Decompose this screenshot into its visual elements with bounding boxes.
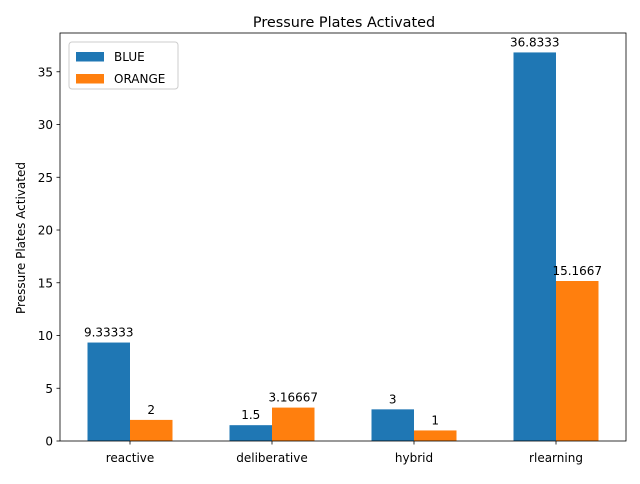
bar-orange-hybrid [414,430,457,441]
x-tick-label: rlearning [529,451,583,465]
bar-orange-deliberative [272,407,315,441]
bar-value-label: 1 [431,413,439,427]
y-tick-label: 25 [38,171,53,185]
bar-value-label: 9.33333 [84,326,134,340]
y-axis-label: Pressure Plates Activated [14,162,28,314]
y-tick-label: 10 [38,329,53,343]
plot-frame [59,32,627,442]
bar-orange-rlearning [556,280,599,441]
legend-swatch-orange [76,74,104,84]
bar-value-label: 3.16667 [268,391,318,405]
y-axis: 0 5 10 15 20 25 30 35 [38,65,60,449]
bar-blue-hybrid [371,409,414,441]
bar-value-label: 1.5 [241,408,260,422]
bar-blue-reactive [87,342,130,441]
y-tick-label: 15 [38,276,53,290]
y-tick-label: 30 [38,118,53,132]
bar-blue-deliberative [229,425,272,441]
legend-label-orange: ORANGE [114,72,165,86]
bars-layer [87,52,599,441]
bar-value-label: 3 [389,392,397,406]
legend-swatch-blue [76,52,104,62]
bar-value-label: 36.8333 [510,35,560,49]
x-tick-label: deliberative [236,451,307,465]
x-axis: reactive deliberative hybrid rlearning [106,441,583,465]
chart-title: Pressure Plates Activated [253,15,435,31]
y-tick-label: 35 [38,65,53,79]
legend-label-blue: BLUE [114,50,145,64]
y-tick-label: 20 [38,224,53,238]
y-tick-label: 0 [45,435,53,449]
x-tick-label: hybrid [395,451,433,465]
bar-orange-reactive [130,419,173,441]
bar-value-label: 15.1667 [552,264,602,278]
bar-labels-layer: 9.33333 2 1.5 3.16667 3 1 36.8333 15.1667 [84,35,602,427]
y-tick-label: 5 [45,382,53,396]
legend: BLUE ORANGE [68,41,179,90]
bar-value-label: 2 [147,403,155,417]
bar-blue-rlearning [513,52,556,441]
x-tick-label: reactive [106,451,155,465]
